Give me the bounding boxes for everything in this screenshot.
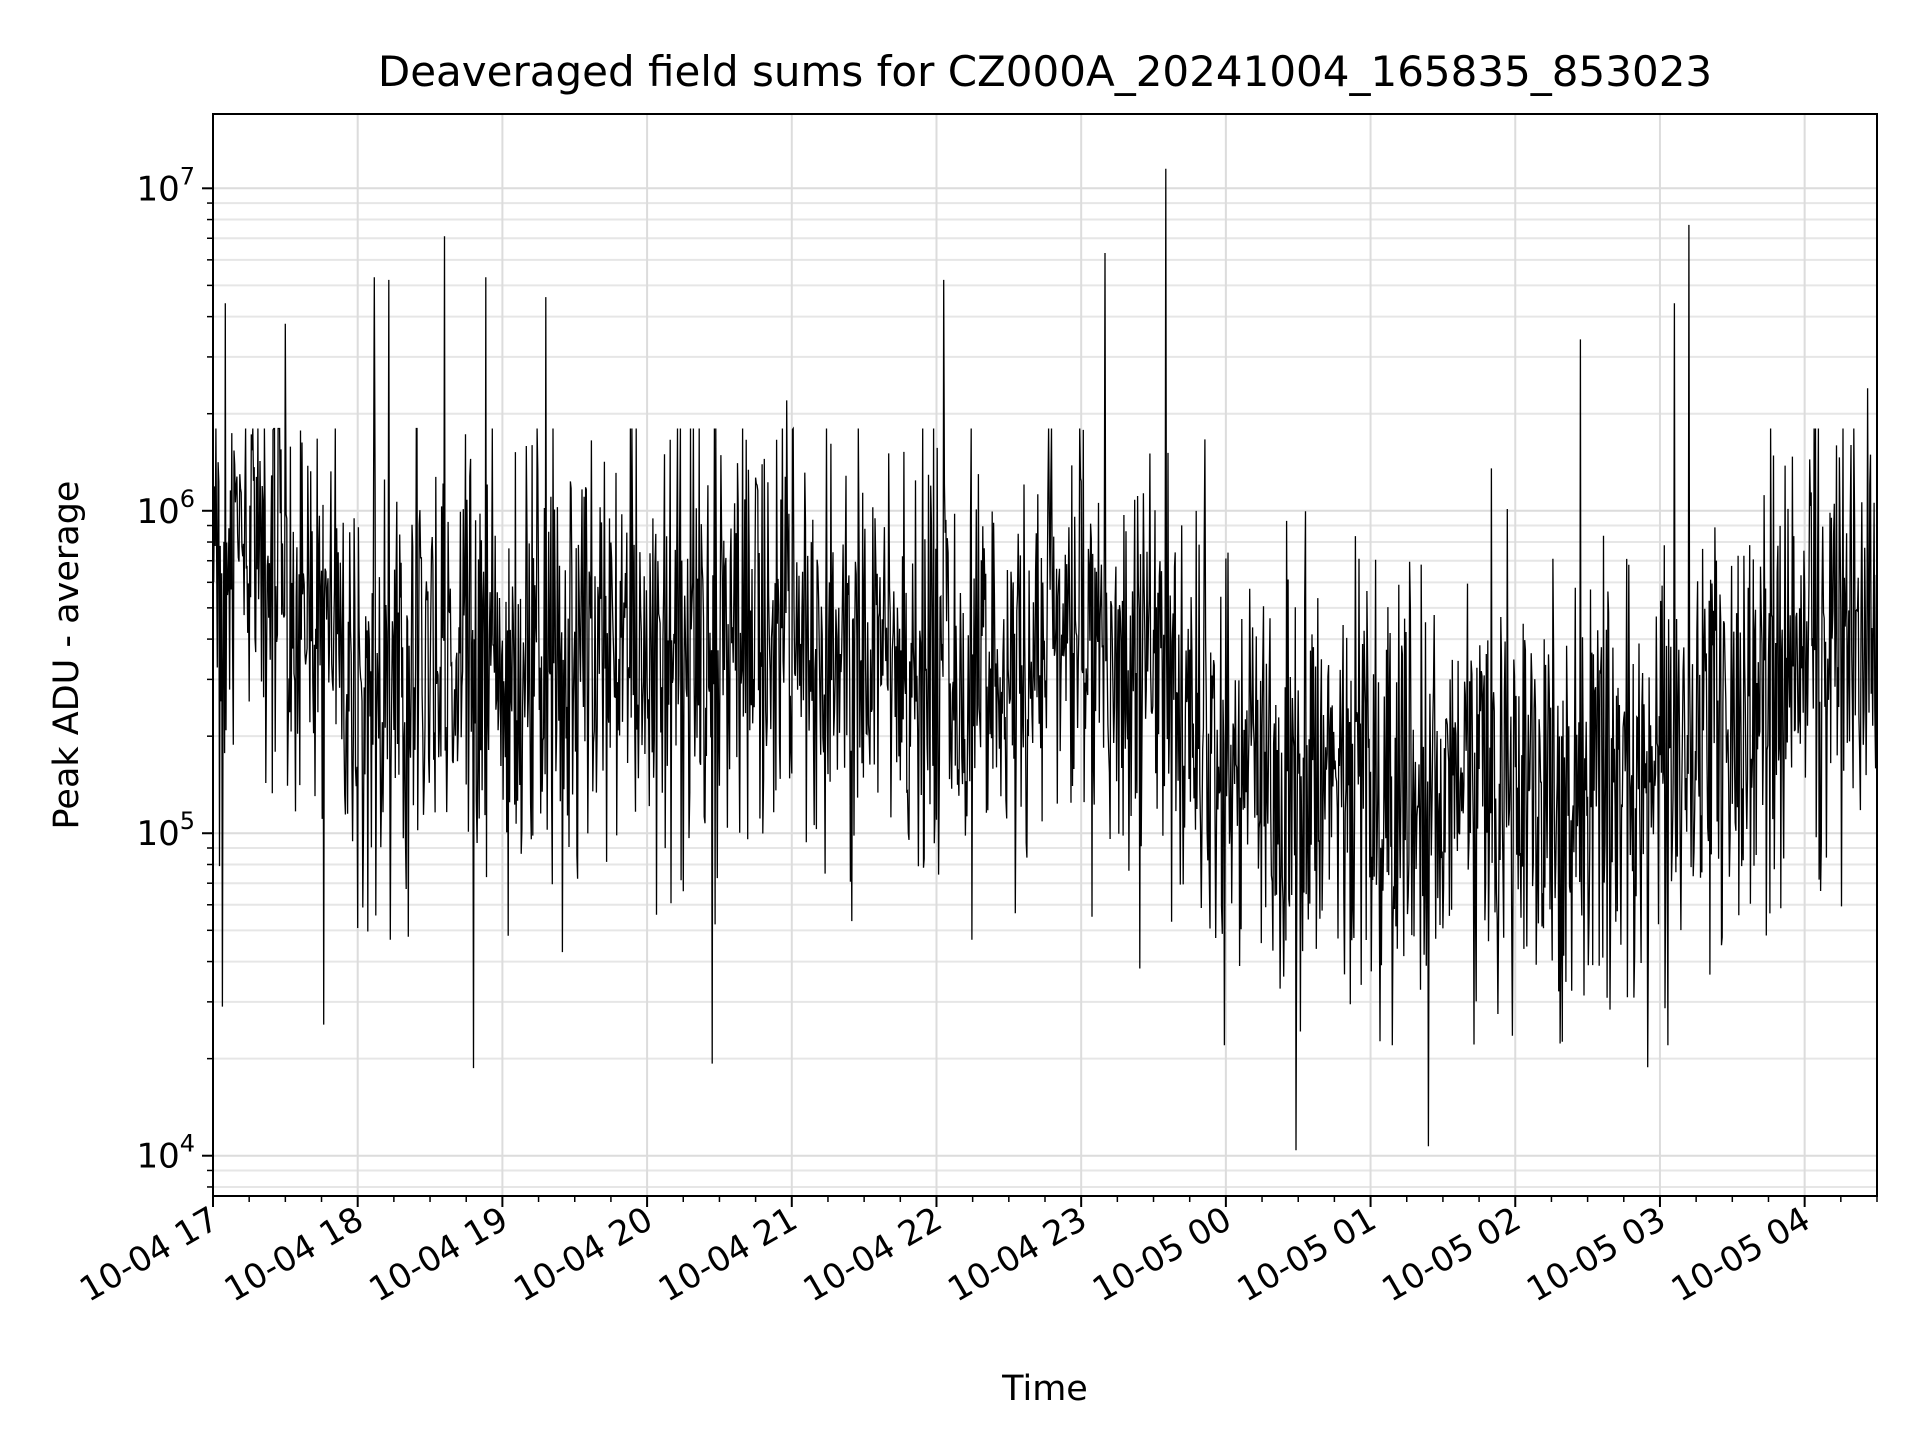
y-tick-label: 106 [136, 485, 195, 532]
y-tick-label: 104 [136, 1130, 195, 1177]
y-axis-title: Peak ADU - average [47, 481, 87, 830]
y-tick-label: 107 [136, 162, 195, 209]
series-path [212, 168, 1878, 1151]
y-axis: 104 105 106 107 [136, 162, 213, 1188]
chart-title: Deaveraged field sums for CZ000A_2024100… [378, 47, 1712, 96]
series-line [212, 168, 1878, 1151]
y-tick-label: 105 [136, 807, 195, 854]
x-axis-title: Time [1001, 1369, 1088, 1409]
